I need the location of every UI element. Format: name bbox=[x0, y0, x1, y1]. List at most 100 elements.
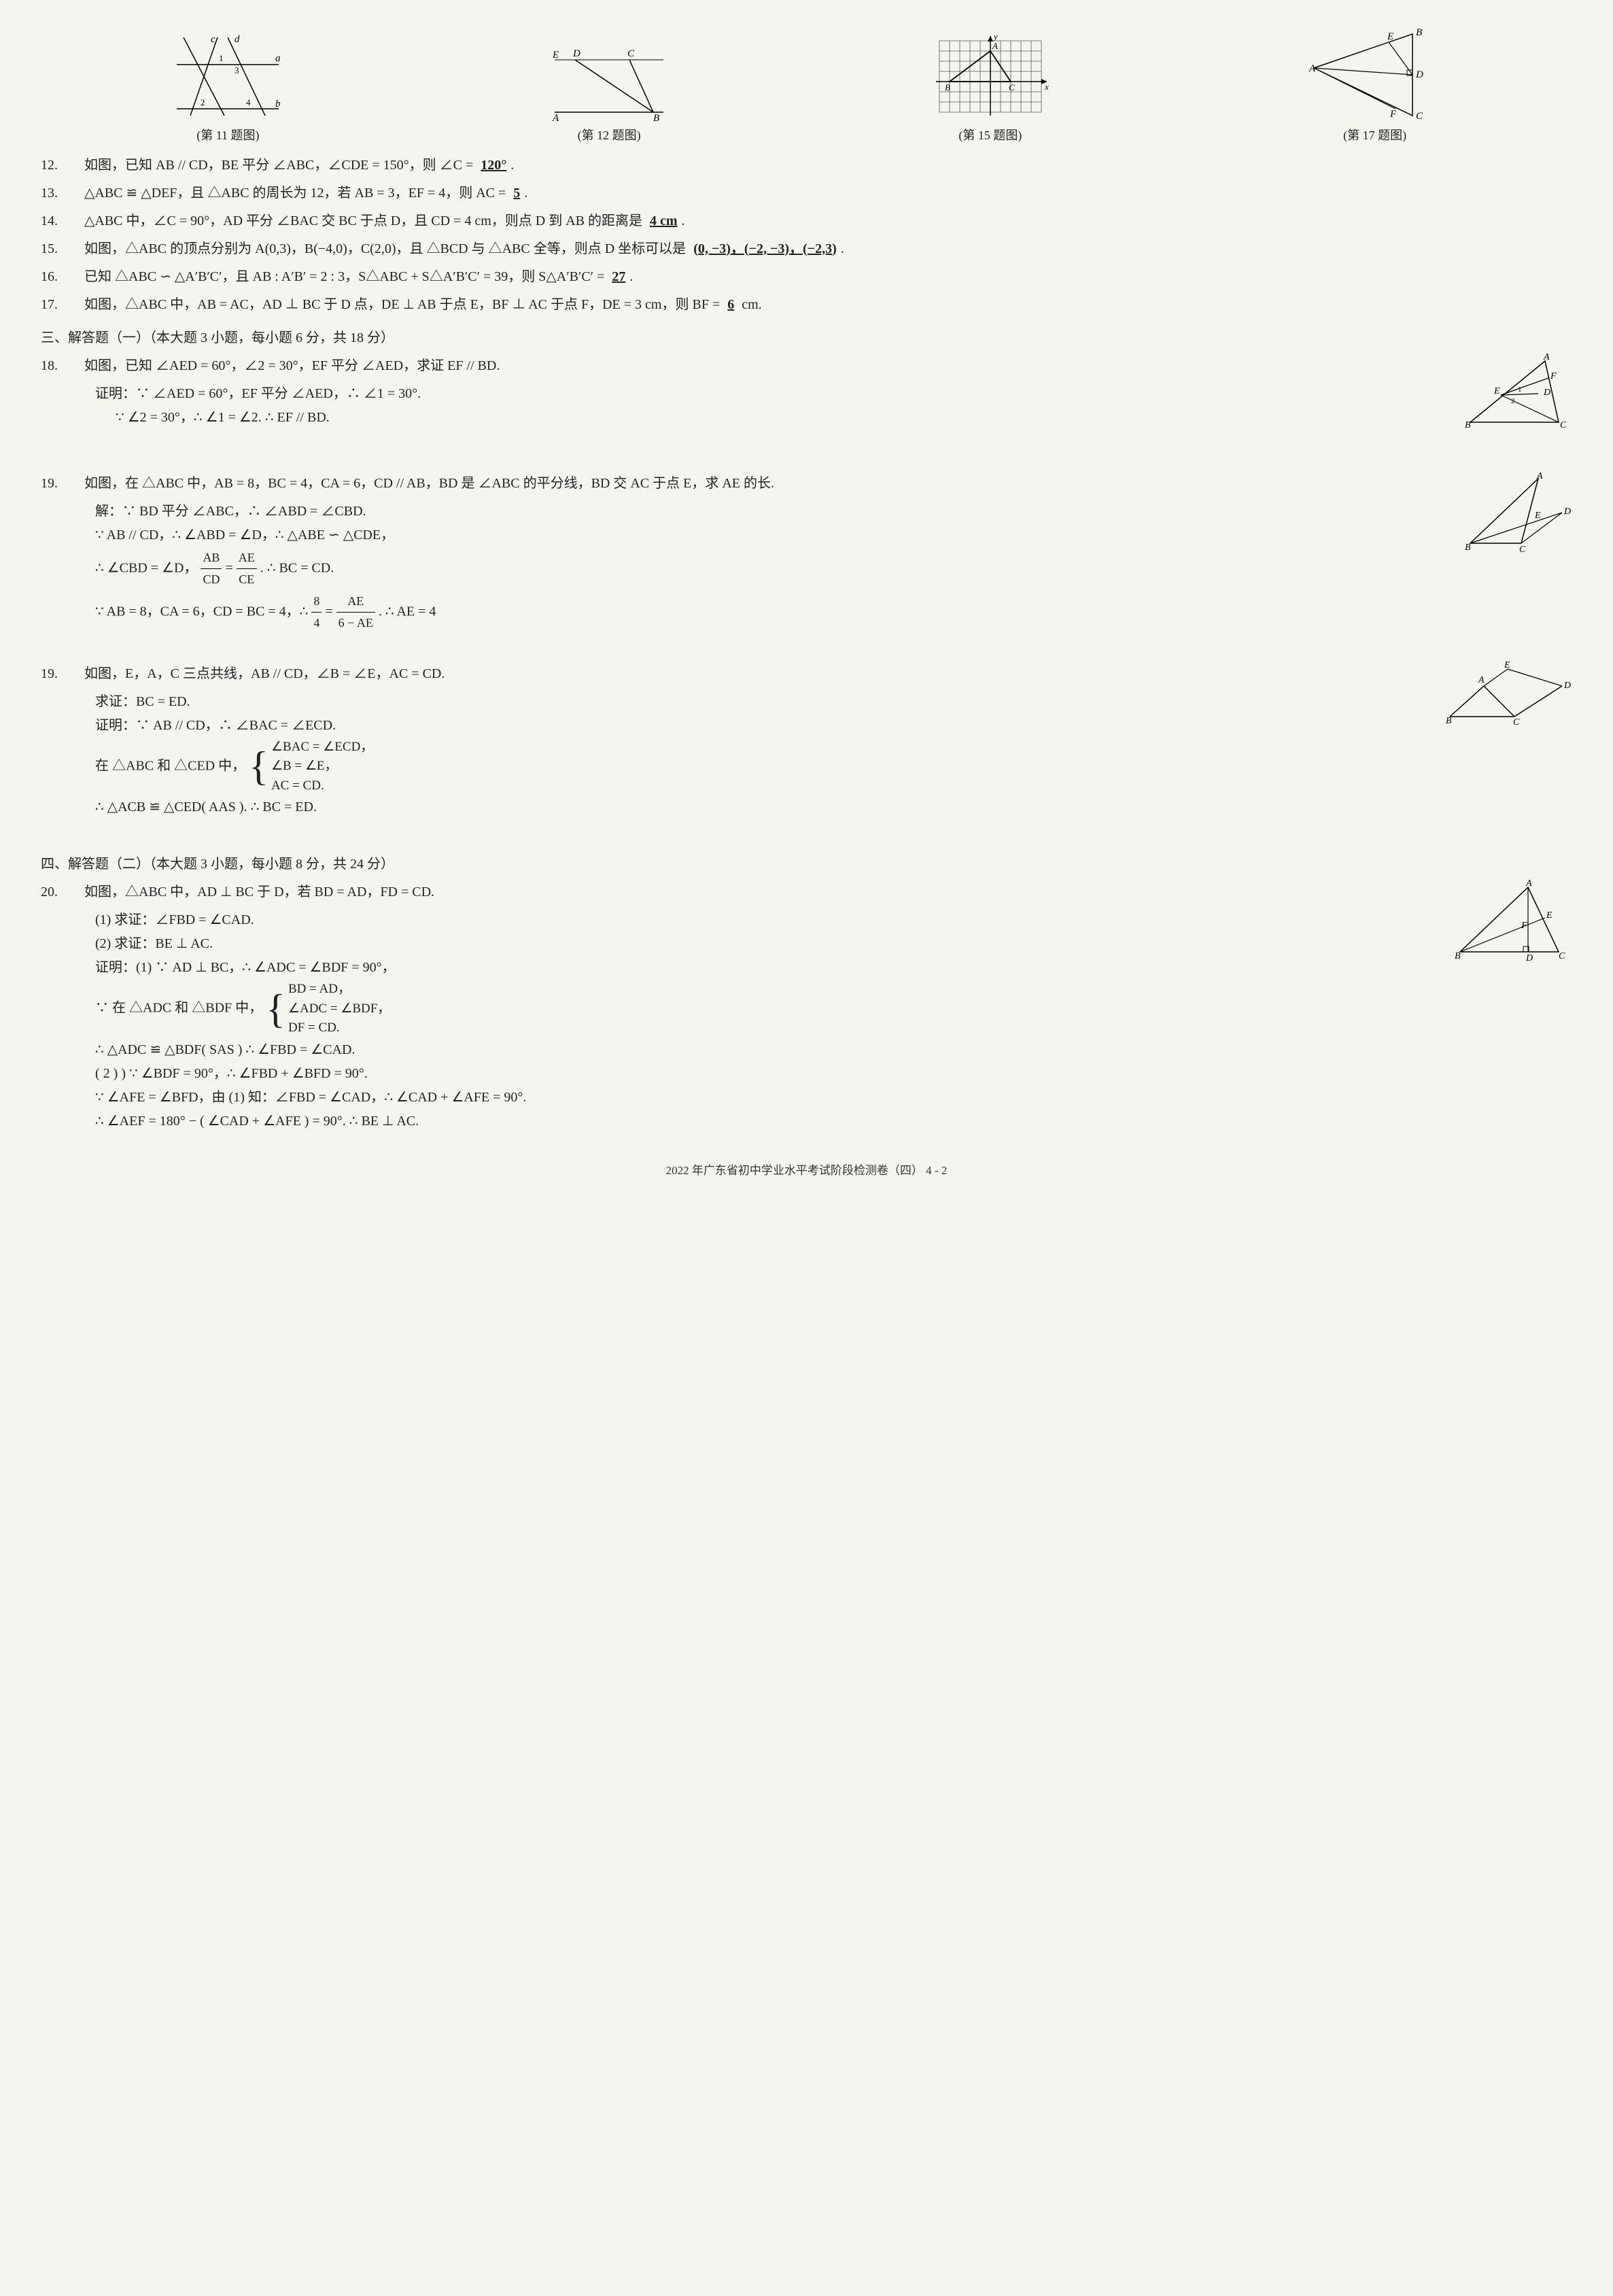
svg-text:C: C bbox=[1560, 420, 1567, 430]
figure-11-svg: c d a b 1 3 2 4 bbox=[170, 34, 285, 122]
q19a-frac4: AE6 − AE bbox=[336, 591, 375, 634]
q20-p3: ∴ △ADC ≌ △BDF( SAS ) ∴ ∠FBD = ∠CAD. bbox=[95, 1038, 1572, 1062]
question-12: 12.如图，已知 AB // CD，BE 平分 ∠ABC，∠CDE = 150°… bbox=[61, 154, 1572, 177]
svg-text:2: 2 bbox=[1511, 397, 1515, 405]
q16-text-a: 已知 △ABC ∽ △A′B′C′，且 AB : A′B′ = 2 : 3，S△… bbox=[84, 269, 608, 284]
q14-text-b: . bbox=[682, 213, 685, 228]
q19a-s3b: . ∴ BC = CD. bbox=[260, 560, 334, 575]
svg-text:2: 2 bbox=[201, 97, 205, 107]
svg-text:A: A bbox=[992, 41, 998, 51]
svg-text:B: B bbox=[1446, 716, 1452, 726]
svg-text:E: E bbox=[552, 50, 559, 61]
q19b-p3: ∴ △ACB ≌ △CED( AAS ). ∴ BC = ED. bbox=[95, 795, 1572, 819]
svg-text:D: D bbox=[1415, 69, 1423, 80]
q20-p2: ∵ 在 △ADC 和 △BDF 中， { BD = AD， ∠ADC = ∠BD… bbox=[95, 980, 1572, 1038]
q19b-p2a: 在 △ABC 和 △CED 中， bbox=[95, 758, 245, 773]
q19a-num: 19. bbox=[61, 472, 84, 496]
page-footer: 2022 年广东省初中学业水平考试阶段检测卷（四） 4 - 2 bbox=[41, 1161, 1572, 1181]
svg-text:B: B bbox=[1416, 27, 1422, 38]
q19a-s3: ∴ ∠CBD = ∠D， ABCD = AECE . ∴ BC = CD. bbox=[95, 547, 1572, 591]
q20-p5: ∵ ∠AFE = ∠BFD，由 (1) 知：∠FBD = ∠CAD，∴ ∠CAD… bbox=[95, 1086, 1572, 1110]
q19a-s3a: ∴ ∠CBD = ∠D， bbox=[95, 560, 197, 575]
svg-text:C: C bbox=[1519, 545, 1526, 555]
q12-answer: 120° bbox=[476, 158, 510, 173]
q19b-want: 求证：BC = ED. bbox=[95, 690, 1572, 714]
svg-text:B: B bbox=[945, 82, 950, 92]
question-17: 17.如图，△ABC 中，AB = AC，AD ⊥ BC 于 D 点，DE ⊥ … bbox=[61, 293, 1572, 317]
q20-p6: ∴ ∠AEF = 180° − ( ∠CAD + ∠AFE ) = 90°. ∴… bbox=[95, 1110, 1572, 1133]
q16-text-b: . bbox=[629, 269, 633, 284]
svg-text:C: C bbox=[1513, 717, 1520, 727]
svg-text:A: A bbox=[552, 113, 559, 124]
q19b-p1: 证明：∵ AB // CD，∴ ∠BAC = ∠ECD. bbox=[95, 714, 1572, 738]
q20-stem: 如图，△ABC 中，AD ⊥ BC 于 D，若 BD = AD，FD = CD. bbox=[84, 885, 434, 899]
svg-text:4: 4 bbox=[246, 97, 251, 107]
svg-text:F: F bbox=[1389, 109, 1397, 120]
section-4-head: 四、解答题（二）（本大题 3 小题，每小题 8 分，共 24 分） bbox=[41, 853, 1572, 876]
q19b-p2: 在 △ABC 和 △CED 中， { ∠BAC = ∠ECD， ∠B = ∠E，… bbox=[95, 738, 1572, 796]
svg-text:x: x bbox=[1044, 82, 1049, 92]
figure-15: y x A B C (第 15 题图) bbox=[933, 34, 1048, 147]
question-20: 20.如图，△ABC 中，AD ⊥ BC 于 D，若 BD = AD，FD = … bbox=[61, 880, 1572, 904]
figures-row: c d a b 1 3 2 4 (第 11 题图) E D C A B (第 1… bbox=[41, 27, 1572, 147]
q19a-eq1: = bbox=[225, 560, 236, 575]
svg-text:1: 1 bbox=[1518, 385, 1522, 394]
q20-p4: ( 2 ) ) ∵ ∠BDF = 90°，∴ ∠FBD + ∠BFD = 90°… bbox=[95, 1062, 1572, 1086]
svg-text:B: B bbox=[1465, 420, 1471, 430]
q19b-b1: ∠BAC = ∠ECD， bbox=[271, 740, 373, 754]
svg-text:D: D bbox=[1525, 953, 1533, 963]
svg-text:A: A bbox=[1308, 63, 1316, 74]
svg-text:C: C bbox=[1559, 951, 1565, 961]
svg-text:c: c bbox=[211, 34, 215, 45]
q19a-s4: ∵ AB = 8，CA = 6，CD = BC = 4，∴ 84 = AE6 −… bbox=[95, 591, 1572, 634]
q19a-s4a: ∵ AB = 8，CA = 6，CD = BC = 4，∴ bbox=[95, 604, 311, 619]
question-15: 15.如图，△ABC 的顶点分别为 A(0,3)，B(−4,0)，C(2,0)，… bbox=[61, 237, 1572, 261]
svg-text:F: F bbox=[1521, 921, 1527, 931]
q20-p2a: ∵ 在 △ADC 和 △BDF 中， bbox=[95, 1000, 262, 1015]
figure-12-svg: E D C A B bbox=[544, 41, 674, 122]
svg-text:3: 3 bbox=[235, 65, 239, 75]
svg-text:b: b bbox=[275, 99, 281, 109]
q13-text-b: . bbox=[524, 186, 527, 201]
q16-num: 16. bbox=[61, 265, 84, 289]
q19b-brace: { ∠BAC = ∠ECD， ∠B = ∠E， AC = CD. bbox=[249, 738, 373, 796]
question-16: 16.已知 △ABC ∽ △A′B′C′，且 AB : A′B′ = 2 : 3… bbox=[61, 265, 1572, 289]
figure-17-svg: A B C D E F bbox=[1307, 27, 1443, 122]
svg-text:y: y bbox=[992, 31, 998, 41]
question-19a: 19.如图，在 △ABC 中，AB = 8，BC = 4，CA = 6，CD /… bbox=[61, 472, 1572, 496]
svg-text:B: B bbox=[653, 113, 659, 124]
q14-num: 14. bbox=[61, 209, 84, 233]
q17-answer: 6 bbox=[723, 297, 738, 312]
svg-text:1: 1 bbox=[219, 53, 224, 63]
svg-text:E: E bbox=[1493, 386, 1500, 396]
figure-17: A B C D E F (第 17 题图) bbox=[1307, 27, 1443, 147]
svg-text:B: B bbox=[1455, 951, 1461, 961]
q18-stem: 如图，已知 ∠AED = 60°，∠2 = 30°，EF 平分 ∠AED，求证 … bbox=[84, 358, 500, 373]
figure-12: E D C A B (第 12 题图) bbox=[544, 41, 674, 147]
q17-text-a: 如图，△ABC 中，AB = AC，AD ⊥ BC 于 D 点，DE ⊥ AB … bbox=[84, 297, 723, 312]
q20-brace: { BD = AD， ∠ADC = ∠BDF， DF = CD. bbox=[266, 980, 390, 1038]
q19a-frac2: AECE bbox=[237, 547, 257, 591]
figure-11-caption: (第 11 题图) bbox=[196, 125, 259, 147]
q20-b2: ∠ADC = ∠BDF， bbox=[288, 1001, 390, 1016]
q12-text-a: 如图，已知 AB // CD，BE 平分 ∠ABC，∠CDE = 150°，则 … bbox=[84, 158, 476, 173]
q13-answer: 5 bbox=[509, 186, 524, 201]
svg-text:D: D bbox=[572, 48, 580, 59]
svg-text:C: C bbox=[1009, 82, 1015, 92]
svg-text:E: E bbox=[1546, 910, 1553, 921]
q15-answer: (0, −3)，(−2, −3)，(−2,3) bbox=[689, 241, 841, 256]
figure-11: c d a b 1 3 2 4 (第 11 题图) bbox=[170, 34, 285, 147]
q18-proof-1: 证明：∵ ∠AED = 60°，EF 平分 ∠AED，∴ ∠1 = 30°. bbox=[95, 382, 1572, 406]
question-13: 13.△ABC ≌ △DEF，且 △ABC 的周长为 12，若 AB = 3，E… bbox=[61, 182, 1572, 205]
q19a-s1: 解：∵ BD 平分 ∠ABC，∴ ∠ABD = ∠CBD. bbox=[95, 500, 1572, 524]
q20-w1: (1) 求证：∠FBD = ∠CAD. bbox=[95, 908, 1572, 932]
q19a-frac3: 84 bbox=[311, 591, 322, 634]
question-18: 18.如图，已知 ∠AED = 60°，∠2 = 30°，EF 平分 ∠AED，… bbox=[61, 354, 1572, 378]
question-14: 14.△ABC 中，∠C = 90°，AD 平分 ∠BAC 交 BC 于点 D，… bbox=[61, 209, 1572, 233]
q18-proof-2: ∵ ∠2 = 30°，∴ ∠1 = ∠2. ∴ EF // BD. bbox=[116, 406, 1572, 430]
q19b-b3: AC = CD. bbox=[271, 778, 324, 793]
q18-num: 18. bbox=[61, 354, 84, 378]
q12-text-b: . bbox=[510, 158, 514, 173]
q19a-frac1: ABCD bbox=[201, 547, 222, 591]
q17-num: 17. bbox=[61, 293, 84, 317]
